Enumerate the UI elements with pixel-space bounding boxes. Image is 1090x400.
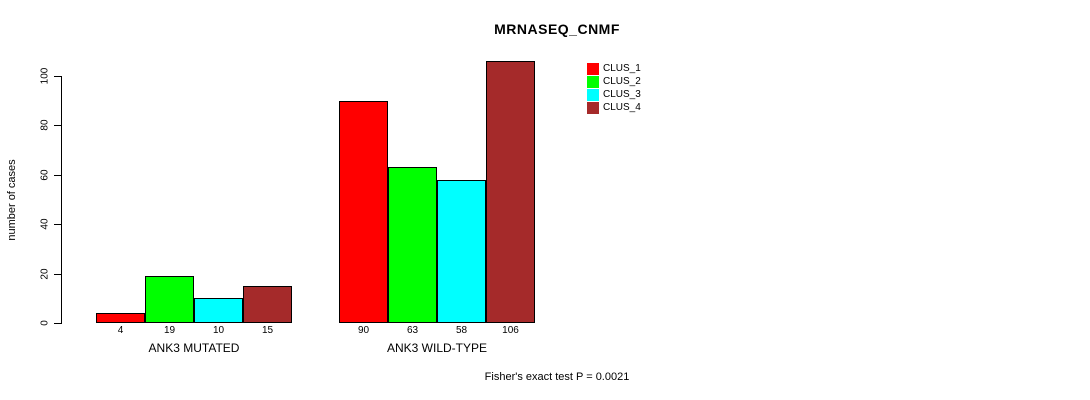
chart-title: MRNASEQ_CNMF <box>494 21 620 37</box>
bar-value-label: 15 <box>261 325 274 336</box>
bar-clus_4-group1 <box>243 286 292 323</box>
y-tick-label: 0 <box>39 320 51 326</box>
legend-label: CLUS_3 <box>603 89 641 100</box>
y-tick-label: 20 <box>39 268 51 280</box>
legend-item-clus_2: CLUS_2 <box>587 75 641 88</box>
y-tick-line <box>54 224 61 225</box>
group-label-1: ANK3 MUTATED <box>148 341 240 355</box>
y-tick-label: 100 <box>39 67 51 85</box>
y-tick-label: 60 <box>39 169 51 181</box>
y-tick-line <box>54 274 61 275</box>
bar-clus_1-group2 <box>339 101 388 323</box>
y-axis-line <box>61 76 62 324</box>
legend-label: CLUS_4 <box>603 102 641 113</box>
bar-value-label: 106 <box>502 325 519 336</box>
bar-value-label: 19 <box>163 325 176 336</box>
y-tick-line <box>54 125 61 126</box>
legend-item-clus_1: CLUS_1 <box>587 62 641 75</box>
bar-clus_3-group1 <box>194 298 243 323</box>
y-tick-line <box>54 76 61 77</box>
legend-item-clus_3: CLUS_3 <box>587 88 641 101</box>
y-tick-line <box>54 323 61 324</box>
bar-value-label: 90 <box>357 325 370 336</box>
legend: CLUS_1 CLUS_2 CLUS_3 CLUS_4 <box>587 62 641 114</box>
legend-swatch <box>587 62 599 75</box>
bar-value-label: 10 <box>212 325 225 336</box>
annotation-text: Fisher's exact test P = 0.0021 <box>484 371 630 383</box>
y-axis-label: number of cases <box>6 159 18 241</box>
legend-swatch <box>587 88 599 101</box>
y-tick-label: 40 <box>39 218 51 230</box>
legend-item-clus_4: CLUS_4 <box>587 101 641 114</box>
group-label-2: ANK3 WILD-TYPE <box>386 341 488 355</box>
bar-clus_2-group2 <box>388 167 437 323</box>
legend-swatch <box>587 75 599 88</box>
bar-value-label: 58 <box>455 325 468 336</box>
bar-clus_2-group1 <box>145 276 194 323</box>
legend-label: CLUS_1 <box>603 63 641 74</box>
bar-clus_4-group2 <box>486 61 535 323</box>
bar-clus_3-group2 <box>437 180 486 323</box>
legend-label: CLUS_2 <box>603 76 641 87</box>
legend-swatch <box>587 101 599 114</box>
bar-value-label: 4 <box>117 325 124 336</box>
y-tick-label: 80 <box>39 119 51 131</box>
bar-value-label: 63 <box>406 325 419 336</box>
y-tick-line <box>54 175 61 176</box>
bar-clus_1-group1 <box>96 313 145 323</box>
